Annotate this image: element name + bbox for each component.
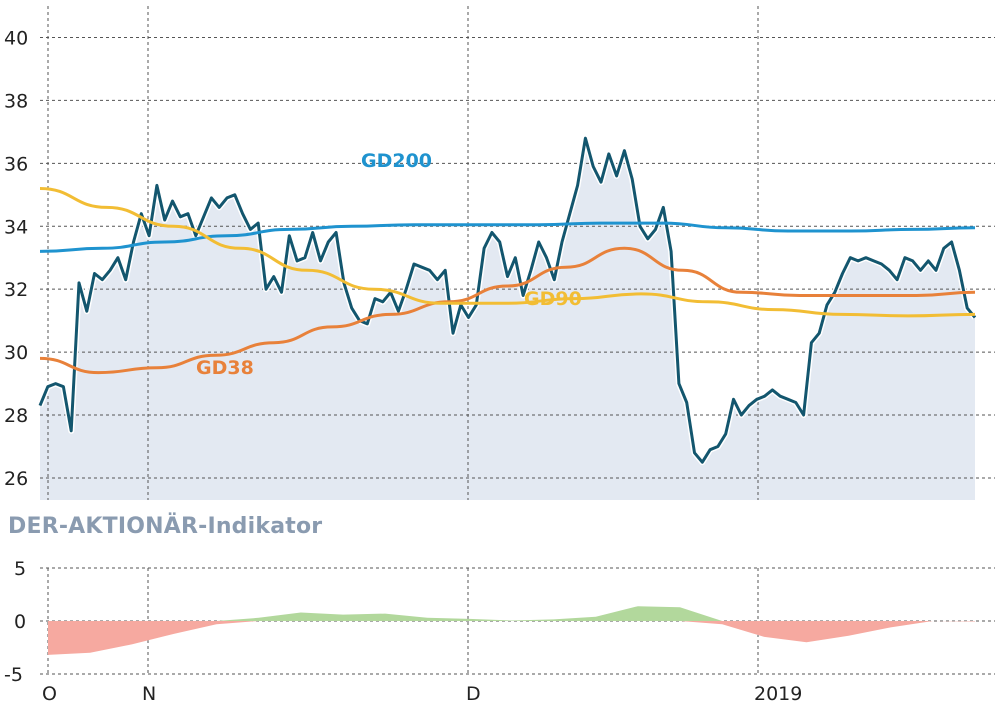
price-line [38,136,977,464]
y-tick-label: 34 [4,216,28,238]
series-line-gd38 [39,246,976,375]
series-label-gd90: GD90 [524,288,582,310]
x-tick-label: O [42,683,57,705]
indicator-y-tick-label: 5 [14,558,26,580]
indicator-negative-area [48,621,975,655]
y-tick-label: 26 [4,468,28,490]
indicator-title: DER-AKTIONÄR-Indikator [8,514,323,539]
indicator-y-tick-label: -5 [4,664,23,686]
series-line-gd90 [39,187,976,318]
indicator-positive-area [48,606,975,621]
price-area [40,138,975,500]
x-tick-label: D [466,683,481,705]
x-tick-label: N [142,683,156,705]
y-tick-label: 40 [4,27,28,49]
y-tick-label: 36 [4,153,28,175]
series-label-gd200: GD200 [361,150,432,172]
indicator-y-tick-label: 0 [14,611,26,633]
y-tick-label: 32 [4,279,28,301]
x-tick-label: 2019 [754,683,802,705]
y-tick-label: 38 [4,90,28,112]
y-tick-label: 30 [4,342,28,364]
y-tick-label: 28 [4,405,28,427]
series-label-gd38: GD38 [196,357,254,379]
series-line-gd200 [39,221,976,253]
